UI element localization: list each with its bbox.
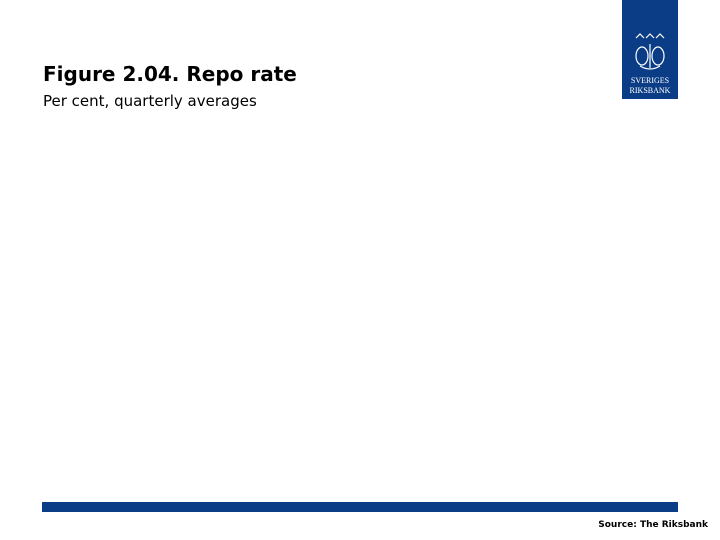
logo-emblem	[635, 33, 665, 70]
title: Figure 2.04. Repo rate	[43, 62, 297, 86]
source: Source: The Riksbank	[598, 520, 709, 530]
footer-bar	[42, 502, 678, 512]
subtitle: Per cent, quarterly averages	[43, 92, 257, 110]
logo-text: RIKSBANK	[630, 86, 671, 95]
logo-text: SVERIGES	[631, 76, 669, 85]
logo: SVERIGES RIKSBANK	[622, 0, 678, 99]
